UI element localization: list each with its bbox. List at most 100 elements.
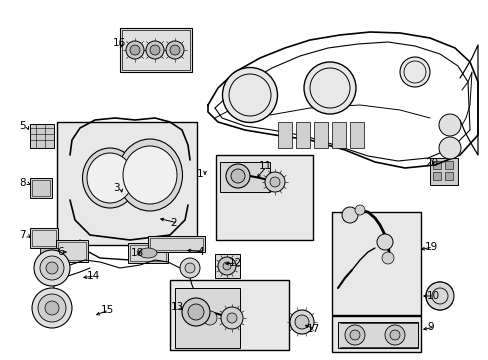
Bar — [30, 124, 54, 148]
Bar — [337, 322, 417, 348]
Circle shape — [226, 313, 237, 323]
Bar — [120, 28, 192, 72]
Bar — [122, 30, 190, 70]
Ellipse shape — [117, 139, 182, 211]
Bar — [175, 288, 240, 348]
Circle shape — [32, 288, 72, 328]
Circle shape — [218, 257, 236, 275]
Text: 14: 14 — [87, 271, 100, 281]
Ellipse shape — [222, 68, 277, 122]
Circle shape — [225, 164, 249, 188]
Circle shape — [384, 325, 404, 345]
Bar — [432, 161, 440, 169]
Text: 15: 15 — [101, 305, 114, 315]
Bar — [215, 254, 240, 278]
Text: 3: 3 — [113, 183, 120, 193]
Circle shape — [126, 41, 143, 59]
Circle shape — [130, 45, 140, 55]
Circle shape — [146, 41, 163, 59]
Text: 7: 7 — [19, 230, 25, 240]
Ellipse shape — [304, 62, 355, 114]
Circle shape — [203, 311, 217, 325]
Circle shape — [381, 252, 393, 264]
Circle shape — [38, 294, 66, 322]
Bar — [349, 122, 363, 148]
Bar — [57, 122, 197, 245]
Circle shape — [184, 263, 195, 273]
Text: 17: 17 — [306, 324, 320, 334]
Bar — [331, 212, 420, 315]
Text: 16: 16 — [113, 38, 126, 48]
Text: 8: 8 — [19, 178, 25, 188]
Bar — [32, 180, 50, 196]
Bar — [30, 178, 52, 198]
Bar — [216, 155, 312, 240]
Circle shape — [354, 205, 364, 215]
Ellipse shape — [399, 57, 429, 87]
Bar — [444, 172, 452, 180]
Circle shape — [264, 172, 285, 192]
Bar — [220, 162, 269, 192]
Circle shape — [230, 169, 244, 183]
Bar — [331, 122, 346, 148]
Ellipse shape — [87, 153, 133, 203]
Circle shape — [425, 282, 453, 310]
Circle shape — [45, 301, 59, 315]
Circle shape — [269, 177, 280, 187]
Bar — [30, 228, 58, 248]
Text: 1: 1 — [197, 169, 203, 179]
Circle shape — [223, 262, 230, 270]
Bar — [331, 316, 420, 352]
Bar — [170, 280, 288, 350]
Circle shape — [389, 330, 399, 340]
Text: 12: 12 — [228, 258, 242, 268]
Ellipse shape — [123, 146, 177, 204]
Circle shape — [46, 262, 58, 274]
Bar — [429, 158, 457, 185]
Bar — [123, 168, 140, 186]
Circle shape — [294, 315, 308, 329]
Circle shape — [150, 45, 160, 55]
Bar — [40, 248, 58, 265]
Bar — [148, 236, 204, 252]
Circle shape — [345, 325, 364, 345]
Bar — [58, 242, 86, 260]
Bar — [150, 238, 203, 250]
Ellipse shape — [438, 137, 460, 159]
Text: 4: 4 — [197, 247, 203, 257]
Bar — [200, 308, 220, 328]
Bar — [444, 161, 452, 169]
Circle shape — [221, 307, 243, 329]
Circle shape — [180, 258, 200, 278]
Text: 6: 6 — [57, 247, 63, 257]
Bar — [56, 240, 88, 262]
Circle shape — [182, 298, 209, 326]
Text: 20: 20 — [424, 158, 437, 168]
Circle shape — [187, 304, 203, 320]
Text: 9: 9 — [426, 322, 433, 332]
Bar — [295, 122, 309, 148]
Bar — [128, 243, 168, 263]
Bar — [432, 172, 440, 180]
Circle shape — [40, 256, 64, 280]
Text: 11: 11 — [259, 161, 272, 171]
Circle shape — [341, 207, 357, 223]
Text: 13: 13 — [171, 302, 184, 312]
Text: 2: 2 — [170, 218, 176, 228]
Text: 19: 19 — [424, 242, 437, 252]
Circle shape — [170, 45, 180, 55]
Text: 10: 10 — [426, 291, 439, 301]
Ellipse shape — [438, 114, 460, 136]
Ellipse shape — [139, 248, 157, 258]
Bar — [278, 122, 291, 148]
Text: 18: 18 — [131, 248, 144, 258]
Text: 5: 5 — [19, 121, 25, 131]
Circle shape — [376, 234, 392, 250]
Bar — [32, 230, 56, 246]
Bar — [130, 245, 165, 261]
Ellipse shape — [82, 148, 137, 208]
Circle shape — [165, 41, 183, 59]
Circle shape — [34, 250, 70, 286]
Circle shape — [349, 330, 359, 340]
Circle shape — [289, 310, 313, 334]
